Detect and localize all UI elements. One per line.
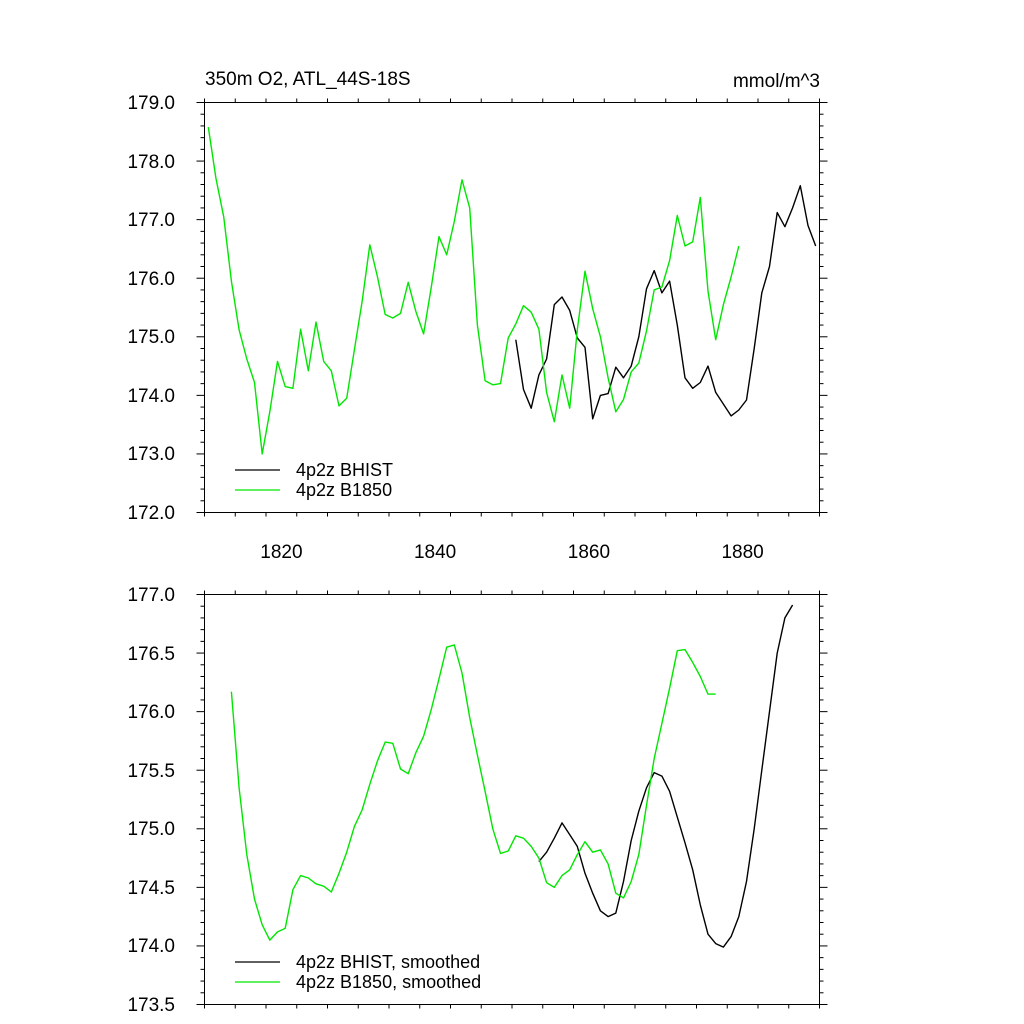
y-tick-label-174-0: 174.0 — [127, 936, 175, 957]
legend-label-b1850: 4p2z B1850 — [296, 480, 392, 500]
top-y-tick-labels: 172.0 173.0 174.0 175.0 176.0 177.0 178.… — [127, 93, 175, 524]
y-tick-label-176: 176.0 — [127, 269, 175, 290]
y-tick-label-173: 173.0 — [127, 444, 175, 465]
top-legend: 4p2z BHIST 4p2z B1850 — [235, 460, 393, 500]
series-line-4p2z-b1850-smoothed — [230, 644, 716, 941]
top-x-tick-labels: 1820 1840 1860 1880 — [260, 542, 763, 563]
y-tick-label-175-5: 175.5 — [127, 761, 175, 782]
y-tick-label-173-5: 173.5 — [127, 995, 175, 1016]
y-tick-label-175: 175.0 — [127, 327, 175, 348]
y-tick-label-175-0: 175.0 — [127, 819, 175, 840]
legend-label-bhist: 4p2z BHIST — [296, 460, 393, 480]
top-plot-frame — [204, 102, 820, 513]
y-tick-label-174-5: 174.5 — [127, 878, 175, 899]
series-line-4p2z-bhist-smoothed — [538, 604, 794, 948]
y-tick-label-177: 177.0 — [127, 210, 175, 231]
top-chart-units: mmol/m^3 — [733, 71, 820, 92]
bottom-panel: 173.5 174.0 174.5 175.0 175.5 176.0 176.… — [127, 585, 828, 1016]
y-tick-label-177-0: 177.0 — [127, 585, 175, 606]
series-line-4p2z-bhist — [515, 184, 817, 420]
bottom-y-tick-labels: 173.5 174.0 174.5 175.0 175.5 176.0 176.… — [127, 585, 175, 1016]
y-tick-label-174: 174.0 — [127, 386, 175, 407]
y-tick-label-172: 172.0 — [127, 503, 175, 524]
y-tick-label-176-5: 176.5 — [127, 644, 175, 665]
top-chart-title: 350m O2, ATL_44S-18S — [205, 69, 411, 90]
bottom-axis-ticks — [196, 590, 828, 1009]
legend-label-b1850-smoothed: 4p2z B1850, smoothed — [296, 972, 481, 992]
x-tick-label-1820: 1820 — [260, 542, 302, 563]
x-tick-label-1880: 1880 — [721, 542, 763, 563]
bottom-series-group — [230, 604, 794, 948]
series-line-4p2z-b1850 — [207, 126, 740, 455]
top-axis-ticks — [196, 98, 828, 517]
x-tick-label-1840: 1840 — [414, 542, 456, 563]
top-panel: 350m O2, ATL_44S-18S mmol/m^3 1820 1840 … — [127, 69, 828, 563]
bottom-legend: 4p2z BHIST, smoothed 4p2z B1850, smoothe… — [235, 952, 481, 992]
top-series-group — [207, 126, 817, 455]
y-tick-label-176-0: 176.0 — [127, 702, 175, 723]
y-tick-label-178: 178.0 — [127, 152, 175, 173]
y-tick-label-179: 179.0 — [127, 93, 175, 114]
legend-label-bhist-smoothed: 4p2z BHIST, smoothed — [296, 952, 480, 972]
x-tick-label-1860: 1860 — [568, 542, 610, 563]
